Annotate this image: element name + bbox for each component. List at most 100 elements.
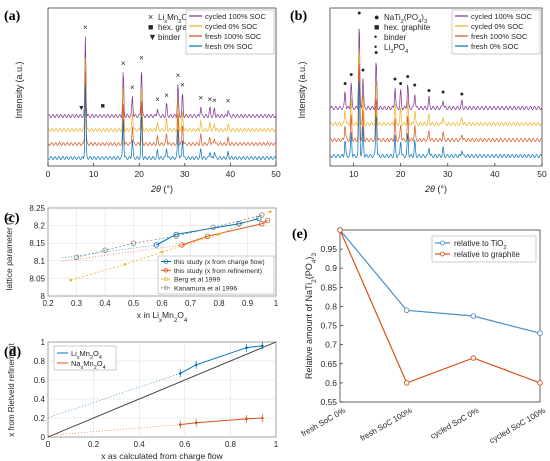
- peak-marker: ●: [349, 72, 353, 79]
- legend-box: [53, 345, 117, 371]
- panel-b-label: (b): [290, 9, 307, 24]
- panel-d: (d) 0 0.2 0.4 0.6 0.8 1 0 0.2 0.4 0.6 0.8 1 x from…: [4, 338, 279, 461]
- panel-a-peak-markers: ××××× ×××× × × ×▼ ■: [78, 23, 231, 112]
- x-tick-label: fresh SoC 100%: [359, 406, 414, 443]
- extrapolation-line: [47, 373, 181, 419]
- legend-entry: fresh 100% SOC: [471, 32, 528, 41]
- panel-c-y-ticks: 8 8.05 8.1 8.15 8.2 8.25: [29, 204, 45, 301]
- data-point: [403, 307, 410, 314]
- panel-b: (b) ●●●●●●●●●● ● ● 10 20 30 40 50 Intensity (a…: [290, 7, 547, 194]
- data-point: [194, 363, 198, 367]
- data-point: [537, 330, 543, 336]
- text-part: (PO: [304, 263, 314, 279]
- legend-entry: Kanamura et al 1996: [174, 285, 237, 292]
- data-point: [210, 224, 216, 231]
- data-point: [236, 221, 242, 227]
- data-point: [173, 231, 179, 238]
- data-point: [256, 215, 262, 222]
- y-tick-label: 0.65: [320, 359, 337, 369]
- text-part: 2: [94, 365, 97, 371]
- data-point: [130, 240, 137, 246]
- legend-entry: cycled 0% SOC: [471, 22, 524, 31]
- y-tick-label: 0.6: [325, 378, 337, 388]
- panel-b-traces: [330, 28, 542, 159]
- legend-marker: [163, 276, 169, 282]
- y-tick-label: 0.75: [320, 321, 337, 331]
- x-tick-label: fresh SoC 0%: [300, 406, 347, 438]
- data-point: [69, 278, 73, 282]
- text-part: binder: [384, 33, 407, 42]
- x-tick-label: 0.6: [156, 299, 168, 308]
- x-tick-label: 1: [274, 299, 279, 308]
- series-line-0: [339, 229, 541, 334]
- peak-marker: ×: [176, 71, 181, 80]
- x-tick-label: 0.2: [42, 299, 54, 308]
- text-part: binder: [158, 33, 181, 42]
- extrapolation-line: [47, 424, 181, 436]
- x-tick-label: 0.2: [88, 440, 100, 449]
- peak-marker: ●: [406, 73, 410, 80]
- y-tick-label: 8.1: [34, 257, 46, 266]
- data-point: [178, 423, 182, 426]
- legend-entry: LixMn2O4: [71, 349, 102, 361]
- panel-a-traces: [48, 36, 277, 161]
- legend-marker: [440, 240, 445, 246]
- peak-marker: ×: [212, 96, 217, 105]
- x-tick-label: 1: [274, 440, 279, 449]
- peak-marker: ●: [441, 89, 445, 96]
- x-tick-label: 0.7: [185, 299, 197, 308]
- peak-marker: ●: [427, 87, 431, 94]
- x-tick-label: 0.3: [71, 299, 83, 308]
- text-part: PO: [393, 43, 405, 52]
- phase-label: Li3PO4: [384, 43, 409, 55]
- trace-fresh-0-soc: [330, 81, 542, 159]
- phase-symbol: •: [374, 42, 377, 52]
- peak-marker: ●: [393, 76, 397, 83]
- text-part: 2: [503, 245, 506, 251]
- y-tick-label: 0.7: [325, 340, 337, 350]
- text-part: relative to graphite: [454, 250, 520, 259]
- panel-a-y-label: Intensity (a.u.): [14, 61, 24, 118]
- phase-symbol: ■: [374, 22, 379, 32]
- text-part: hex. graphite: [158, 23, 205, 32]
- text-part: 4: [99, 355, 102, 361]
- legend-entry: fresh 0% SOC: [205, 42, 254, 51]
- text-part: 2: [174, 317, 178, 324]
- data-point: [123, 263, 127, 266]
- series-line-2: [70, 211, 271, 281]
- legend-entry: fresh 100% SOC: [205, 32, 262, 41]
- text-part: x: [81, 365, 84, 371]
- panel-b-phase-legend: ● NaTi2(PO4)3■ hex. graphite• binder• Li3PO4: [374, 12, 431, 55]
- data-point: [470, 313, 477, 319]
- peak-marker: ×: [130, 83, 135, 92]
- legend-entry: this study (x from charge flow): [174, 259, 265, 266]
- text-part: 4: [418, 19, 422, 25]
- text-part: Mn: [80, 349, 90, 358]
- data-point: [261, 416, 264, 420]
- data-point: [178, 372, 182, 375]
- text-part: (PO: [404, 13, 418, 22]
- panel-d-x-label: x as calculated from charge flow: [101, 451, 223, 461]
- phase-symbol: •: [374, 32, 377, 42]
- data-point: [470, 355, 477, 361]
- text-part: hex. graphite: [384, 23, 431, 32]
- panel-b-x-label-unit: (°): [437, 184, 447, 194]
- x-tick-label: 20: [134, 169, 144, 179]
- series-line-1: [180, 417, 263, 426]
- panel-e-x-ticks: fresh SoC 0% fresh SoC 100% cycled SoC 0% c…: [300, 406, 547, 445]
- series-line-1: [181, 219, 268, 246]
- y-tick-label: 0.85: [320, 282, 337, 292]
- text-part: 4: [184, 317, 188, 324]
- text-part: O: [93, 349, 99, 358]
- data-point: [204, 233, 211, 239]
- data-point: [245, 346, 248, 350]
- legend-entry: Berg et al 1999: [174, 277, 220, 284]
- panel-c-series: [62, 210, 272, 282]
- panel-b-x-ticks: 10 20 30 40 50: [349, 163, 547, 179]
- panel-c-label: (c): [4, 211, 20, 226]
- series-line-1: [339, 229, 541, 384]
- y-tick-label: 0.95: [320, 244, 337, 254]
